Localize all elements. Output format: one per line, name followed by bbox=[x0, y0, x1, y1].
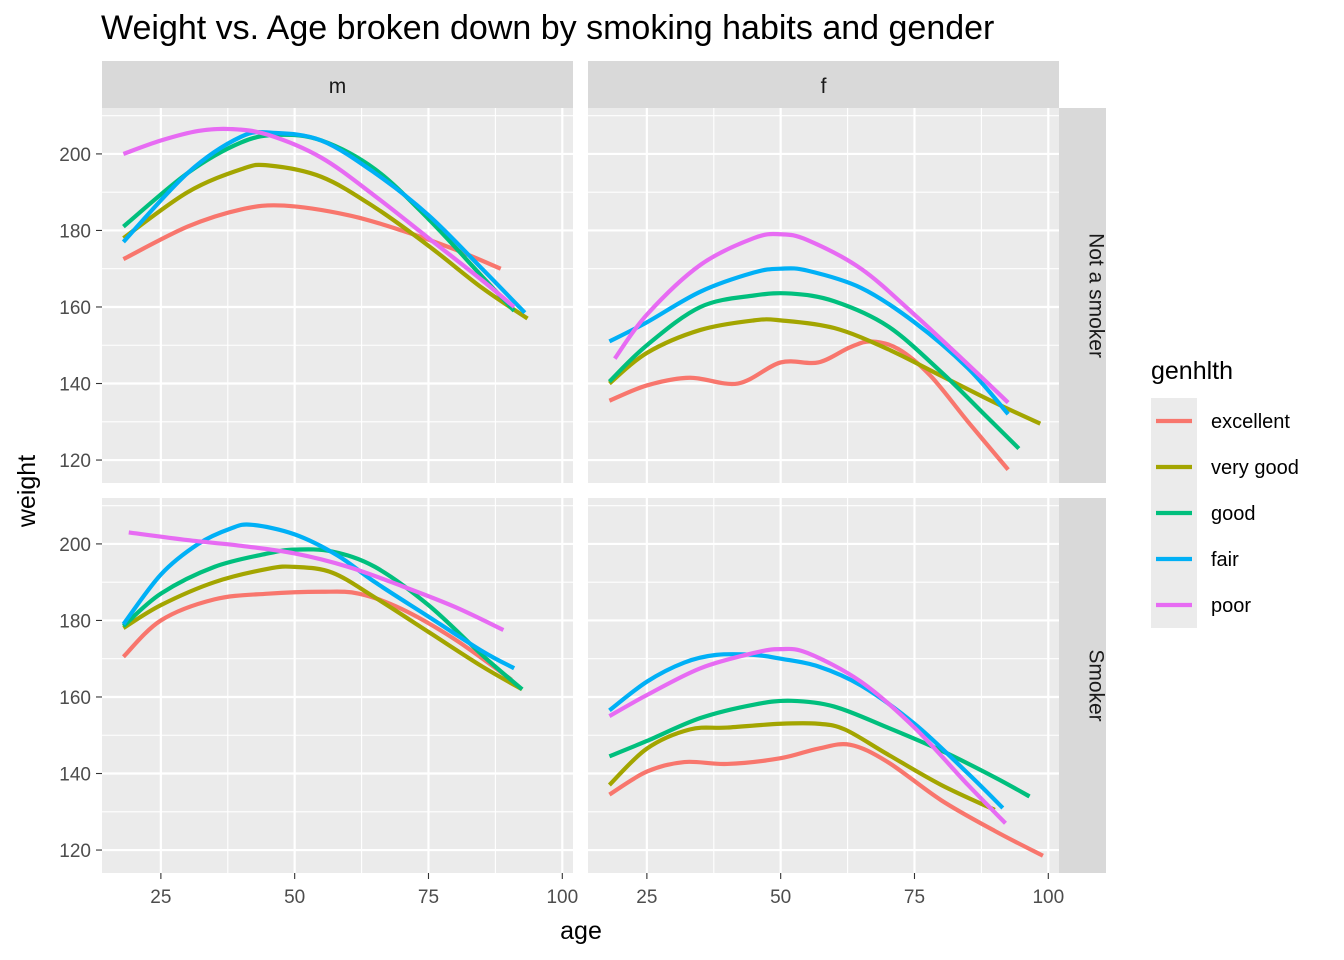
y-tick-label: 200 bbox=[59, 535, 91, 556]
series-line-fair bbox=[608, 652, 1005, 810]
legend: genhlth excellent very good good fair poor bbox=[1151, 357, 1299, 628]
y-axis-title: weight bbox=[13, 455, 41, 528]
series-line-fair bbox=[121, 522, 516, 671]
x-axis-title: age bbox=[560, 917, 602, 945]
series-line-very-good bbox=[607, 721, 996, 812]
panel-background bbox=[588, 498, 1059, 873]
series-line-poor bbox=[613, 231, 1010, 405]
strip-column-f bbox=[588, 61, 1059, 108]
x-tick-label: 75 bbox=[418, 887, 439, 908]
panel-m-1 bbox=[102, 498, 573, 873]
y-tick-label: 140 bbox=[59, 375, 91, 396]
series-line-very-good bbox=[122, 564, 524, 692]
panel-background bbox=[102, 498, 573, 873]
strip-label-row: Smoker bbox=[1085, 649, 1108, 721]
x-tick-label: 25 bbox=[636, 887, 657, 908]
x-tick-label: 50 bbox=[284, 887, 305, 908]
y-tick-label: 120 bbox=[59, 841, 91, 862]
series-line-excellent bbox=[121, 589, 513, 682]
y-tick-label: 160 bbox=[59, 688, 91, 709]
strip-label-column: m bbox=[329, 75, 347, 98]
x-tick-label: 50 bbox=[770, 887, 791, 908]
x-tick-label: 25 bbox=[150, 887, 171, 908]
y-tick-label: 160 bbox=[59, 298, 91, 319]
legend-label: fair bbox=[1211, 549, 1239, 571]
series-line-fair bbox=[121, 129, 527, 315]
legend-label: good bbox=[1211, 503, 1256, 525]
strip-column-m bbox=[102, 61, 573, 108]
series-line-poor bbox=[608, 646, 1007, 825]
legend-title: genhlth bbox=[1151, 357, 1233, 385]
series-line-excellent bbox=[608, 339, 1010, 471]
y-tick-label: 180 bbox=[59, 221, 91, 242]
strip-row-0 bbox=[1059, 108, 1106, 483]
y-tick-label: 180 bbox=[59, 611, 91, 632]
series-line-good bbox=[608, 698, 1031, 799]
legend-label: very good bbox=[1211, 457, 1299, 479]
y-tick-label: 200 bbox=[59, 145, 91, 166]
panel-background bbox=[588, 108, 1059, 483]
chart-title: Weight vs. Age broken down by smoking ha… bbox=[101, 9, 994, 47]
strip-label-row: Not a smoker bbox=[1085, 233, 1108, 358]
strip-row-1 bbox=[1059, 498, 1106, 873]
series-line-excellent bbox=[122, 203, 502, 271]
legend-label: poor bbox=[1211, 595, 1251, 617]
legend-label: excellent bbox=[1211, 411, 1290, 433]
series-line-good bbox=[607, 291, 1021, 451]
y-tick-label: 120 bbox=[59, 451, 91, 472]
panels-layer: m f Not a smoker Smoker 120 140 160 180 200 120 14… bbox=[59, 61, 1108, 908]
x-tick-label: 100 bbox=[1032, 887, 1064, 908]
x-tick-label: 100 bbox=[546, 887, 578, 908]
series-line-fair bbox=[608, 266, 1010, 416]
y-tick-label: 140 bbox=[59, 765, 91, 786]
series-line-poor bbox=[128, 530, 505, 632]
series-line-poor bbox=[122, 126, 516, 309]
series-line-very-good bbox=[608, 317, 1042, 426]
legend-keys: excellent very good good fair poor bbox=[1151, 398, 1299, 628]
panel-f-0 bbox=[588, 108, 1059, 483]
x-tick-label: 75 bbox=[904, 887, 925, 908]
series-line-very-good bbox=[122, 162, 529, 321]
strip-label-column: f bbox=[821, 75, 827, 98]
panel-f-1 bbox=[588, 498, 1059, 873]
series-line-good bbox=[122, 547, 524, 691]
panel-m-0 bbox=[102, 108, 573, 483]
series-line-excellent bbox=[608, 742, 1044, 858]
